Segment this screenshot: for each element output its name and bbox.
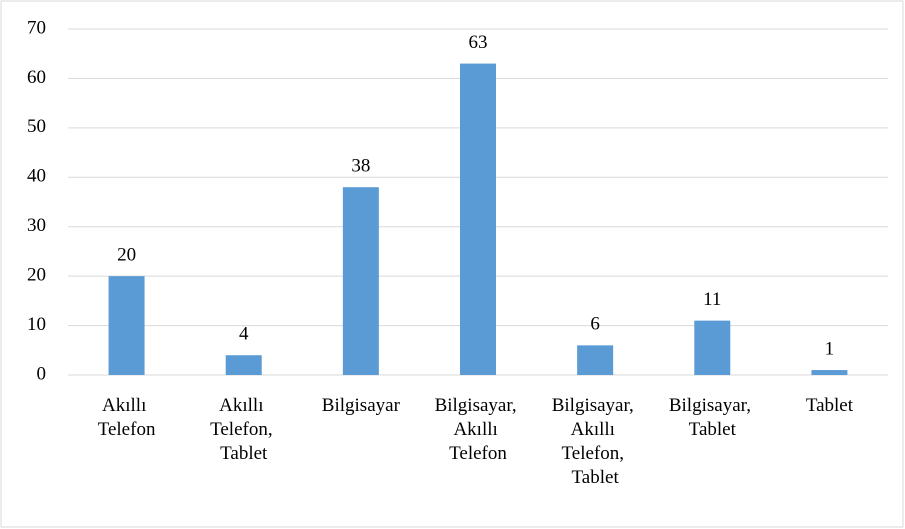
value-label: 20 — [117, 245, 136, 266]
bar — [460, 63, 496, 375]
x-tick-label: Bilgisayar, Akıllı Telefon, Tablet — [552, 395, 639, 488]
x-tick-label: Tablet — [806, 395, 854, 416]
y-tick-label: 70 — [27, 17, 46, 38]
bar — [577, 345, 614, 375]
value-label: 4 — [239, 324, 249, 345]
y-tick-label: 40 — [27, 166, 46, 187]
value-label: 38 — [351, 156, 370, 177]
value-label: 11 — [703, 289, 721, 310]
y-tick-label: 30 — [27, 215, 46, 236]
x-tick-label: Akıllı Telefon, Tablet — [210, 395, 277, 464]
y-tick-label: 20 — [27, 265, 46, 286]
x-tick-label: Bilgisayar, Tablet — [669, 395, 756, 440]
x-tick-label: Bilgisayar — [322, 395, 401, 416]
y-tick-label: 0 — [37, 363, 47, 384]
bar — [694, 320, 731, 375]
value-label: 1 — [825, 338, 835, 359]
bar — [108, 276, 145, 375]
value-label: 6 — [590, 314, 600, 335]
value-label: 63 — [469, 32, 488, 53]
x-tick-label: Bilgisayar, Akıllı Telefon — [435, 395, 522, 464]
bar — [811, 370, 848, 375]
bar — [225, 355, 262, 375]
y-tick-label: 60 — [27, 67, 46, 88]
y-tick-label: 50 — [27, 116, 46, 137]
x-tick-label: Akıllı Telefon — [98, 395, 156, 440]
bar — [342, 187, 379, 375]
y-tick-label: 10 — [27, 314, 46, 335]
